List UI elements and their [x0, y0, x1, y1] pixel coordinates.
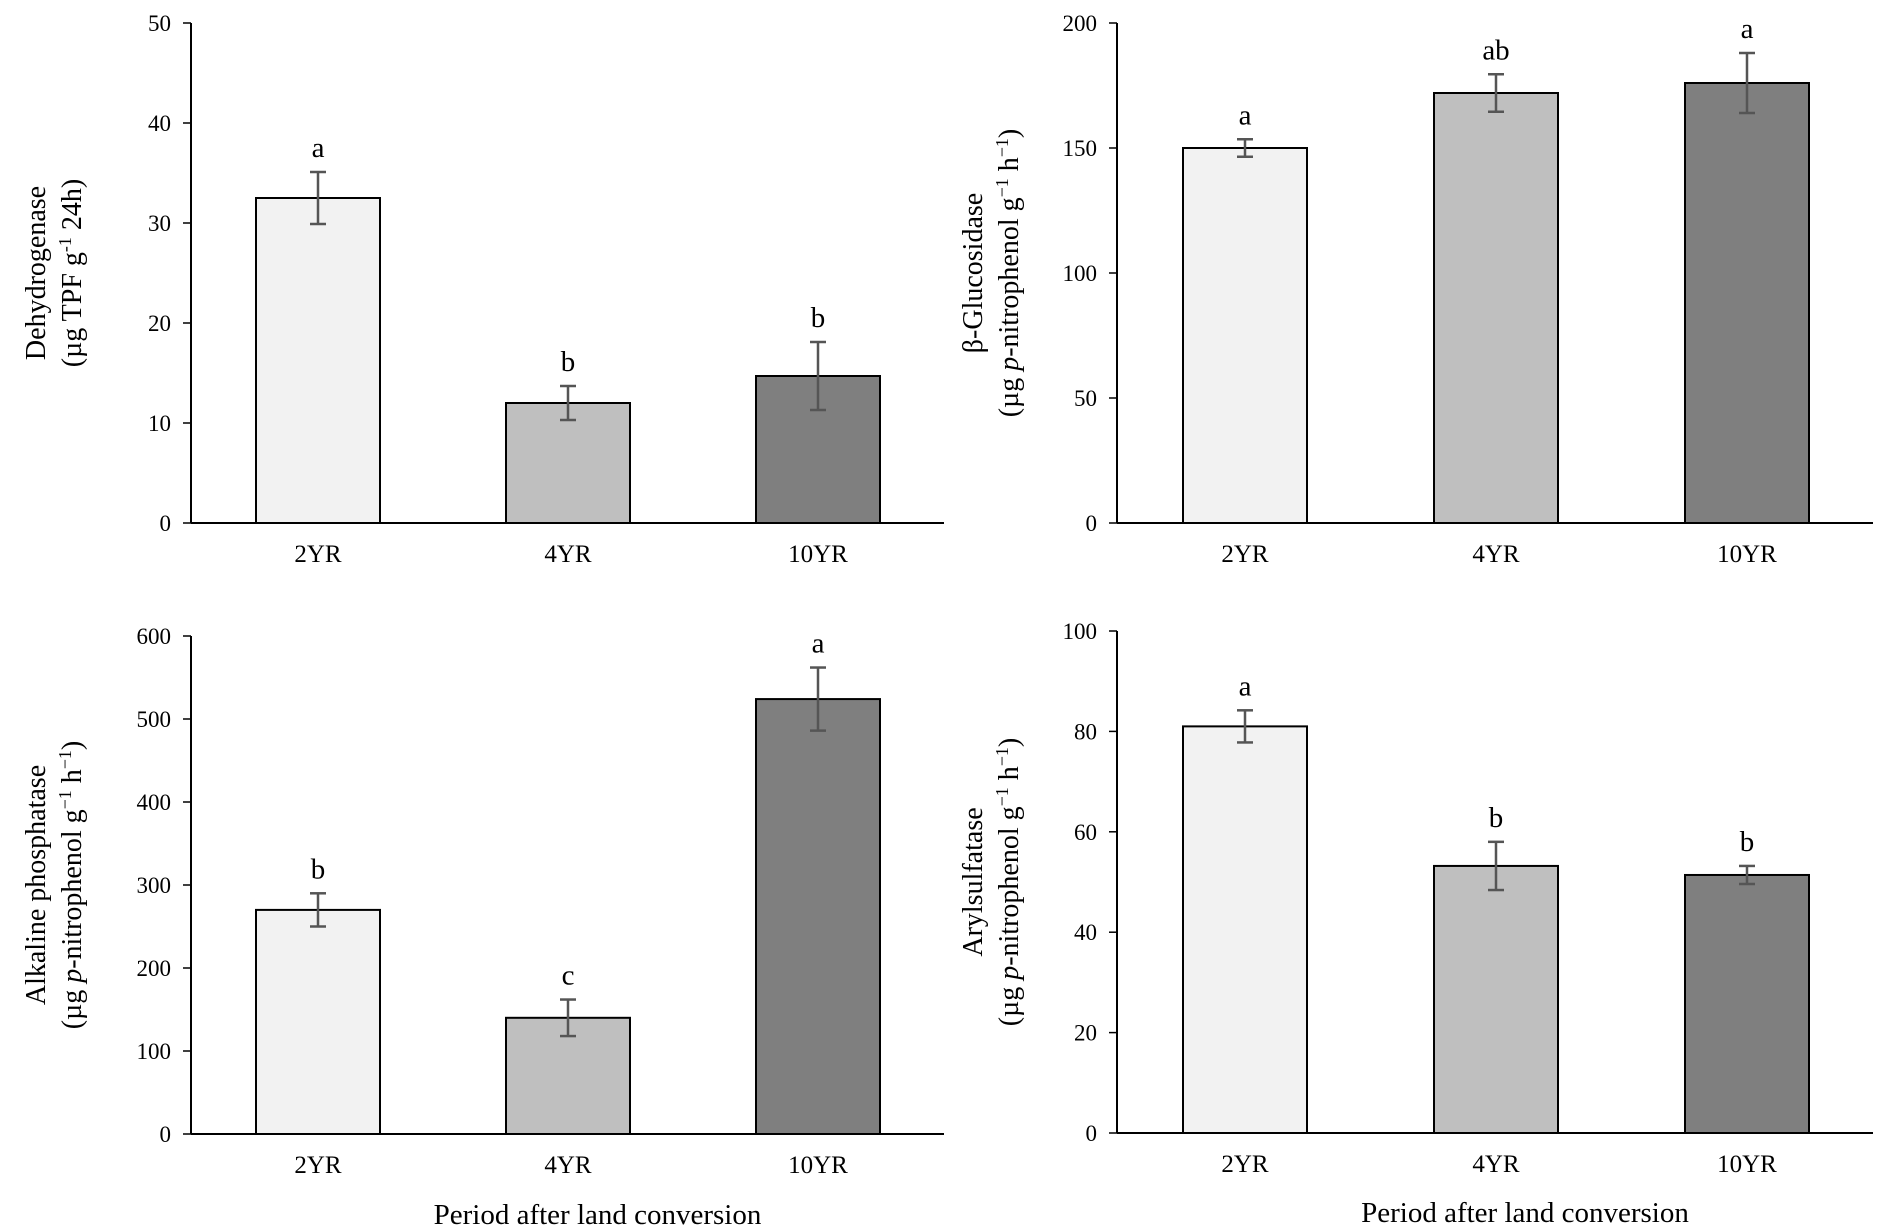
- y-tick-label: 20: [148, 311, 171, 336]
- y-tick-label: 0: [160, 511, 172, 536]
- y-tick-label: 60: [1074, 820, 1097, 845]
- y-axis-label: Alkaline phosphatase(µg p-nitrophenol g−…: [21, 741, 88, 1030]
- chart-panel-2: 0 50 100 150 200 2YR 4YR 10YR a ab a β-Glucosidase(…: [958, 11, 1873, 568]
- x-tick-label: 4YR: [544, 541, 592, 568]
- bar-4yr: [1433, 92, 1559, 524]
- significance-letter: a: [1239, 670, 1252, 702]
- significance-letter: a: [1239, 99, 1252, 131]
- significance-letter: a: [812, 628, 825, 660]
- significance-letter: ab: [1482, 34, 1509, 66]
- significance-letter: b: [311, 853, 326, 885]
- x-axis-label: Period after land conversion: [1361, 1197, 1689, 1229]
- bar-10yr: [1684, 873, 1810, 1134]
- x-tick-label: 2YR: [294, 1152, 342, 1179]
- significance-letter: c: [562, 960, 575, 992]
- y-axis-label: Arylsulfatase(µg p-nitrophenol g−1 h−1): [958, 738, 1025, 1027]
- chart-panel-4: 0 20 40 60 80 100 2YR 4YR 10YR a b b Arylsulfatase(µ…: [958, 619, 1873, 1229]
- significance-letter: b: [1489, 802, 1504, 834]
- chart-panel-3: 0 100 200 300 400 500 600 2YR 4YR 10YR b c a Alkaline…: [21, 624, 944, 1231]
- bar-2yr: [255, 197, 381, 524]
- y-tick-label: 500: [137, 707, 172, 732]
- y-axis-label: Dehydrogenase (µg TPF g-1 24h): [21, 179, 88, 368]
- y-tick-label: 200: [1063, 11, 1098, 36]
- y-tick-label: 100: [1063, 261, 1098, 286]
- x-tick-label: 10YR: [1717, 541, 1777, 568]
- y-tick-label: 200: [137, 956, 172, 981]
- y-tick-label: 150: [1063, 136, 1098, 161]
- x-tick-label: 10YR: [788, 541, 848, 568]
- y-tick-label: 50: [1074, 386, 1097, 411]
- y-tick-label: 400: [137, 790, 172, 815]
- y-tick-label: 0: [1086, 1121, 1098, 1146]
- significance-letter: b: [811, 302, 826, 334]
- bar-2yr: [1182, 725, 1308, 1134]
- y-tick-label: 0: [1086, 511, 1098, 536]
- x-tick-label: 2YR: [1221, 1151, 1269, 1178]
- x-tick-label: 10YR: [1717, 1151, 1777, 1178]
- x-tick-label: 10YR: [788, 1152, 848, 1179]
- x-tick-label: 2YR: [294, 541, 342, 568]
- bar-2yr: [255, 908, 381, 1136]
- significance-letter: a: [312, 132, 325, 164]
- y-tick-label: 30: [148, 211, 171, 236]
- x-tick-label: 4YR: [1472, 541, 1520, 568]
- bar-4yr: [1433, 864, 1559, 1134]
- bar-4yr: [505, 402, 631, 524]
- bar-10yr: [1684, 82, 1810, 524]
- x-tick-label: 2YR: [1221, 541, 1269, 568]
- y-tick-label: 20: [1074, 1021, 1097, 1046]
- y-tick-label: 100: [137, 1039, 172, 1064]
- significance-letter: b: [561, 346, 576, 378]
- y-tick-label: 0: [160, 1122, 172, 1147]
- y-tick-label: 40: [1074, 920, 1097, 945]
- y-tick-label: 10: [148, 411, 171, 436]
- bar-2yr: [1182, 147, 1308, 524]
- x-axis-label: Period after land conversion: [434, 1199, 762, 1231]
- y-axis-label: β-Glucosidase(µg p-nitrophenol g−1 h−1): [958, 129, 1025, 418]
- significance-letter: a: [1741, 13, 1754, 45]
- x-tick-label: 4YR: [544, 1152, 592, 1179]
- x-tick-label: 4YR: [1472, 1151, 1520, 1178]
- bar-10yr: [755, 698, 881, 1136]
- y-tick-label: 100: [1063, 619, 1098, 644]
- y-tick-label: 600: [137, 624, 172, 649]
- y-tick-label: 40: [148, 111, 171, 136]
- chart-panel-1: 0 10 20 30 40 50 2YR 4YR 10YR a b b Dehydrogenase (µg…: [21, 11, 944, 568]
- y-tick-label: 80: [1074, 719, 1097, 744]
- y-tick-label: 300: [137, 873, 172, 898]
- y-tick-label: 50: [148, 11, 171, 36]
- significance-letter: b: [1740, 826, 1755, 858]
